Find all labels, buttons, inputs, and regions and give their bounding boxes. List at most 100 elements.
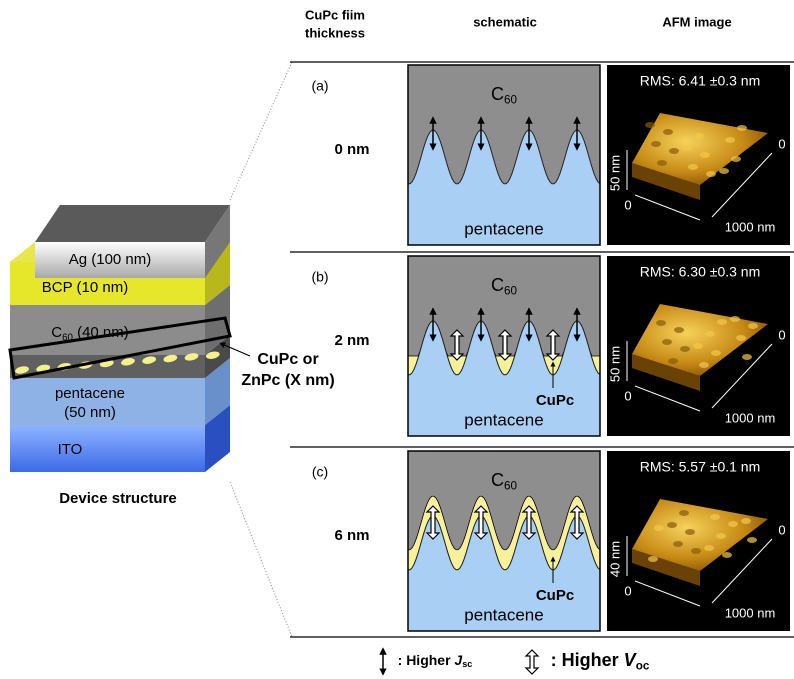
afm-y-label: 0 [778, 522, 785, 537]
afm-grain [722, 552, 732, 558]
afm-z-label: 40 nm [607, 541, 622, 577]
afm-y-label: 0 [778, 327, 785, 342]
afm-grain [716, 533, 726, 539]
afm-grain [736, 335, 746, 341]
afm-grain [719, 168, 729, 174]
afm-grain [669, 148, 679, 154]
afm-grain [748, 323, 758, 329]
afm-grain [648, 556, 658, 562]
interlayer-label: CuPc [536, 392, 574, 409]
afm-grain [668, 358, 678, 364]
afm-grain [654, 525, 664, 531]
afm-grain [657, 160, 667, 166]
ito-label: ITO [58, 441, 83, 458]
afm-rms: RMS: 6.30 ±0.3 nm [640, 264, 761, 280]
ag-label: Ag (100 nm) [69, 251, 152, 268]
legend-jsc: : Higher Jsc [398, 652, 473, 670]
afm-grain [651, 141, 661, 147]
afm-z-label: 50 nm [607, 155, 622, 191]
afm-grain [693, 343, 703, 349]
afm-grain [731, 156, 741, 162]
text-rest: (40 nm) [73, 324, 129, 341]
row-thickness: 2 nm [334, 332, 369, 349]
afm-grain [728, 521, 738, 527]
afm-grain [730, 316, 740, 322]
text-subscript: oc [636, 659, 650, 672]
text-main: C [491, 84, 504, 104]
ito-layer-front [10, 425, 205, 472]
row-label: (a) [311, 78, 328, 94]
pentacene-label: pentacene [464, 410, 543, 429]
afm-z-label: 50 nm [607, 346, 622, 382]
interlayer-label: CuPc or [257, 351, 318, 368]
afm-grain [679, 510, 689, 516]
text-main: C [491, 470, 504, 490]
text-subscript: 60 [504, 93, 518, 106]
afm-grain [656, 320, 666, 326]
text-subscript: sc [462, 660, 472, 670]
afm-x-label: 0 [624, 197, 631, 212]
afm-grain [711, 350, 721, 356]
row-thickness: 0 nm [334, 141, 369, 158]
device-caption: Device structure [59, 490, 177, 507]
afm-grain [742, 354, 752, 360]
afm-grain [685, 529, 695, 535]
afm-grain [700, 152, 710, 158]
legend-voc: : Higher Voc [551, 650, 650, 673]
afm-grain [688, 164, 698, 170]
pentacene-label: pentacene [464, 605, 543, 624]
row-thickness: 6 nm [334, 527, 369, 544]
header-schematic: schematic [473, 14, 537, 29]
row-label: (b) [311, 269, 328, 285]
pentacene-label: pentacene [464, 219, 543, 238]
afm-grain [741, 518, 751, 524]
text-subscript: 60 [62, 332, 73, 343]
text-subscript: 60 [504, 479, 518, 492]
text-main: C [491, 275, 504, 295]
interlayer-label: CuPc [536, 587, 574, 604]
text-main: : Higher [551, 650, 624, 670]
afm-rms: RMS: 5.57 ±0.1 nm [640, 459, 761, 475]
text-main: C [51, 324, 62, 341]
zoom-line [230, 482, 292, 637]
zoom-line [230, 62, 292, 200]
afm-grain [682, 145, 692, 151]
afm-x-label: 1000 nm [725, 410, 776, 425]
afm-grain [694, 133, 704, 139]
header-thickness: CuPc fiim [305, 7, 365, 22]
afm-grain [667, 522, 677, 528]
afm-grain [663, 129, 673, 135]
afm-grain [717, 319, 727, 325]
afm-grain [674, 327, 684, 333]
text-subscript: 60 [504, 284, 518, 297]
afm-grain [673, 541, 683, 547]
afm-grain [704, 545, 714, 551]
figure: Ag (100 nm)BCP (10 nm)C60 (40 nm)pentace… [0, 0, 794, 679]
afm-grain [725, 137, 735, 143]
interlayer-label: ZnPc (X nm) [241, 372, 334, 389]
afm-grain [737, 125, 747, 131]
afm-rms: RMS: 6.41 ±0.3 nm [640, 73, 761, 89]
afm-grain [747, 537, 757, 543]
afm-y-label: 0 [778, 136, 785, 151]
page: Ag (100 nm)BCP (10 nm)C60 (40 nm)pentace… [0, 0, 794, 679]
afm-grain [691, 548, 701, 554]
pentacene-label: pentacene [55, 385, 125, 402]
row-label: (c) [312, 464, 328, 480]
afm-x-label: 0 [624, 388, 631, 403]
header-afm: AFM image [662, 14, 731, 29]
afm-grain [710, 514, 720, 520]
afm-x-label: 1000 nm [725, 219, 776, 234]
afm-grain [705, 331, 715, 337]
header-thickness: thickness [305, 25, 365, 40]
afm-grain [645, 122, 655, 128]
afm-grain [662, 339, 672, 345]
text-main: : Higher [398, 652, 455, 668]
afm-x-label: 0 [624, 583, 631, 598]
afm-grain [706, 171, 716, 177]
pentacene-label: (50 nm) [64, 404, 116, 421]
afm-grain [699, 362, 709, 368]
legend-voc-arrow [526, 650, 538, 674]
ag-top [35, 205, 230, 242]
bcp-label: BCP (10 nm) [42, 279, 128, 296]
